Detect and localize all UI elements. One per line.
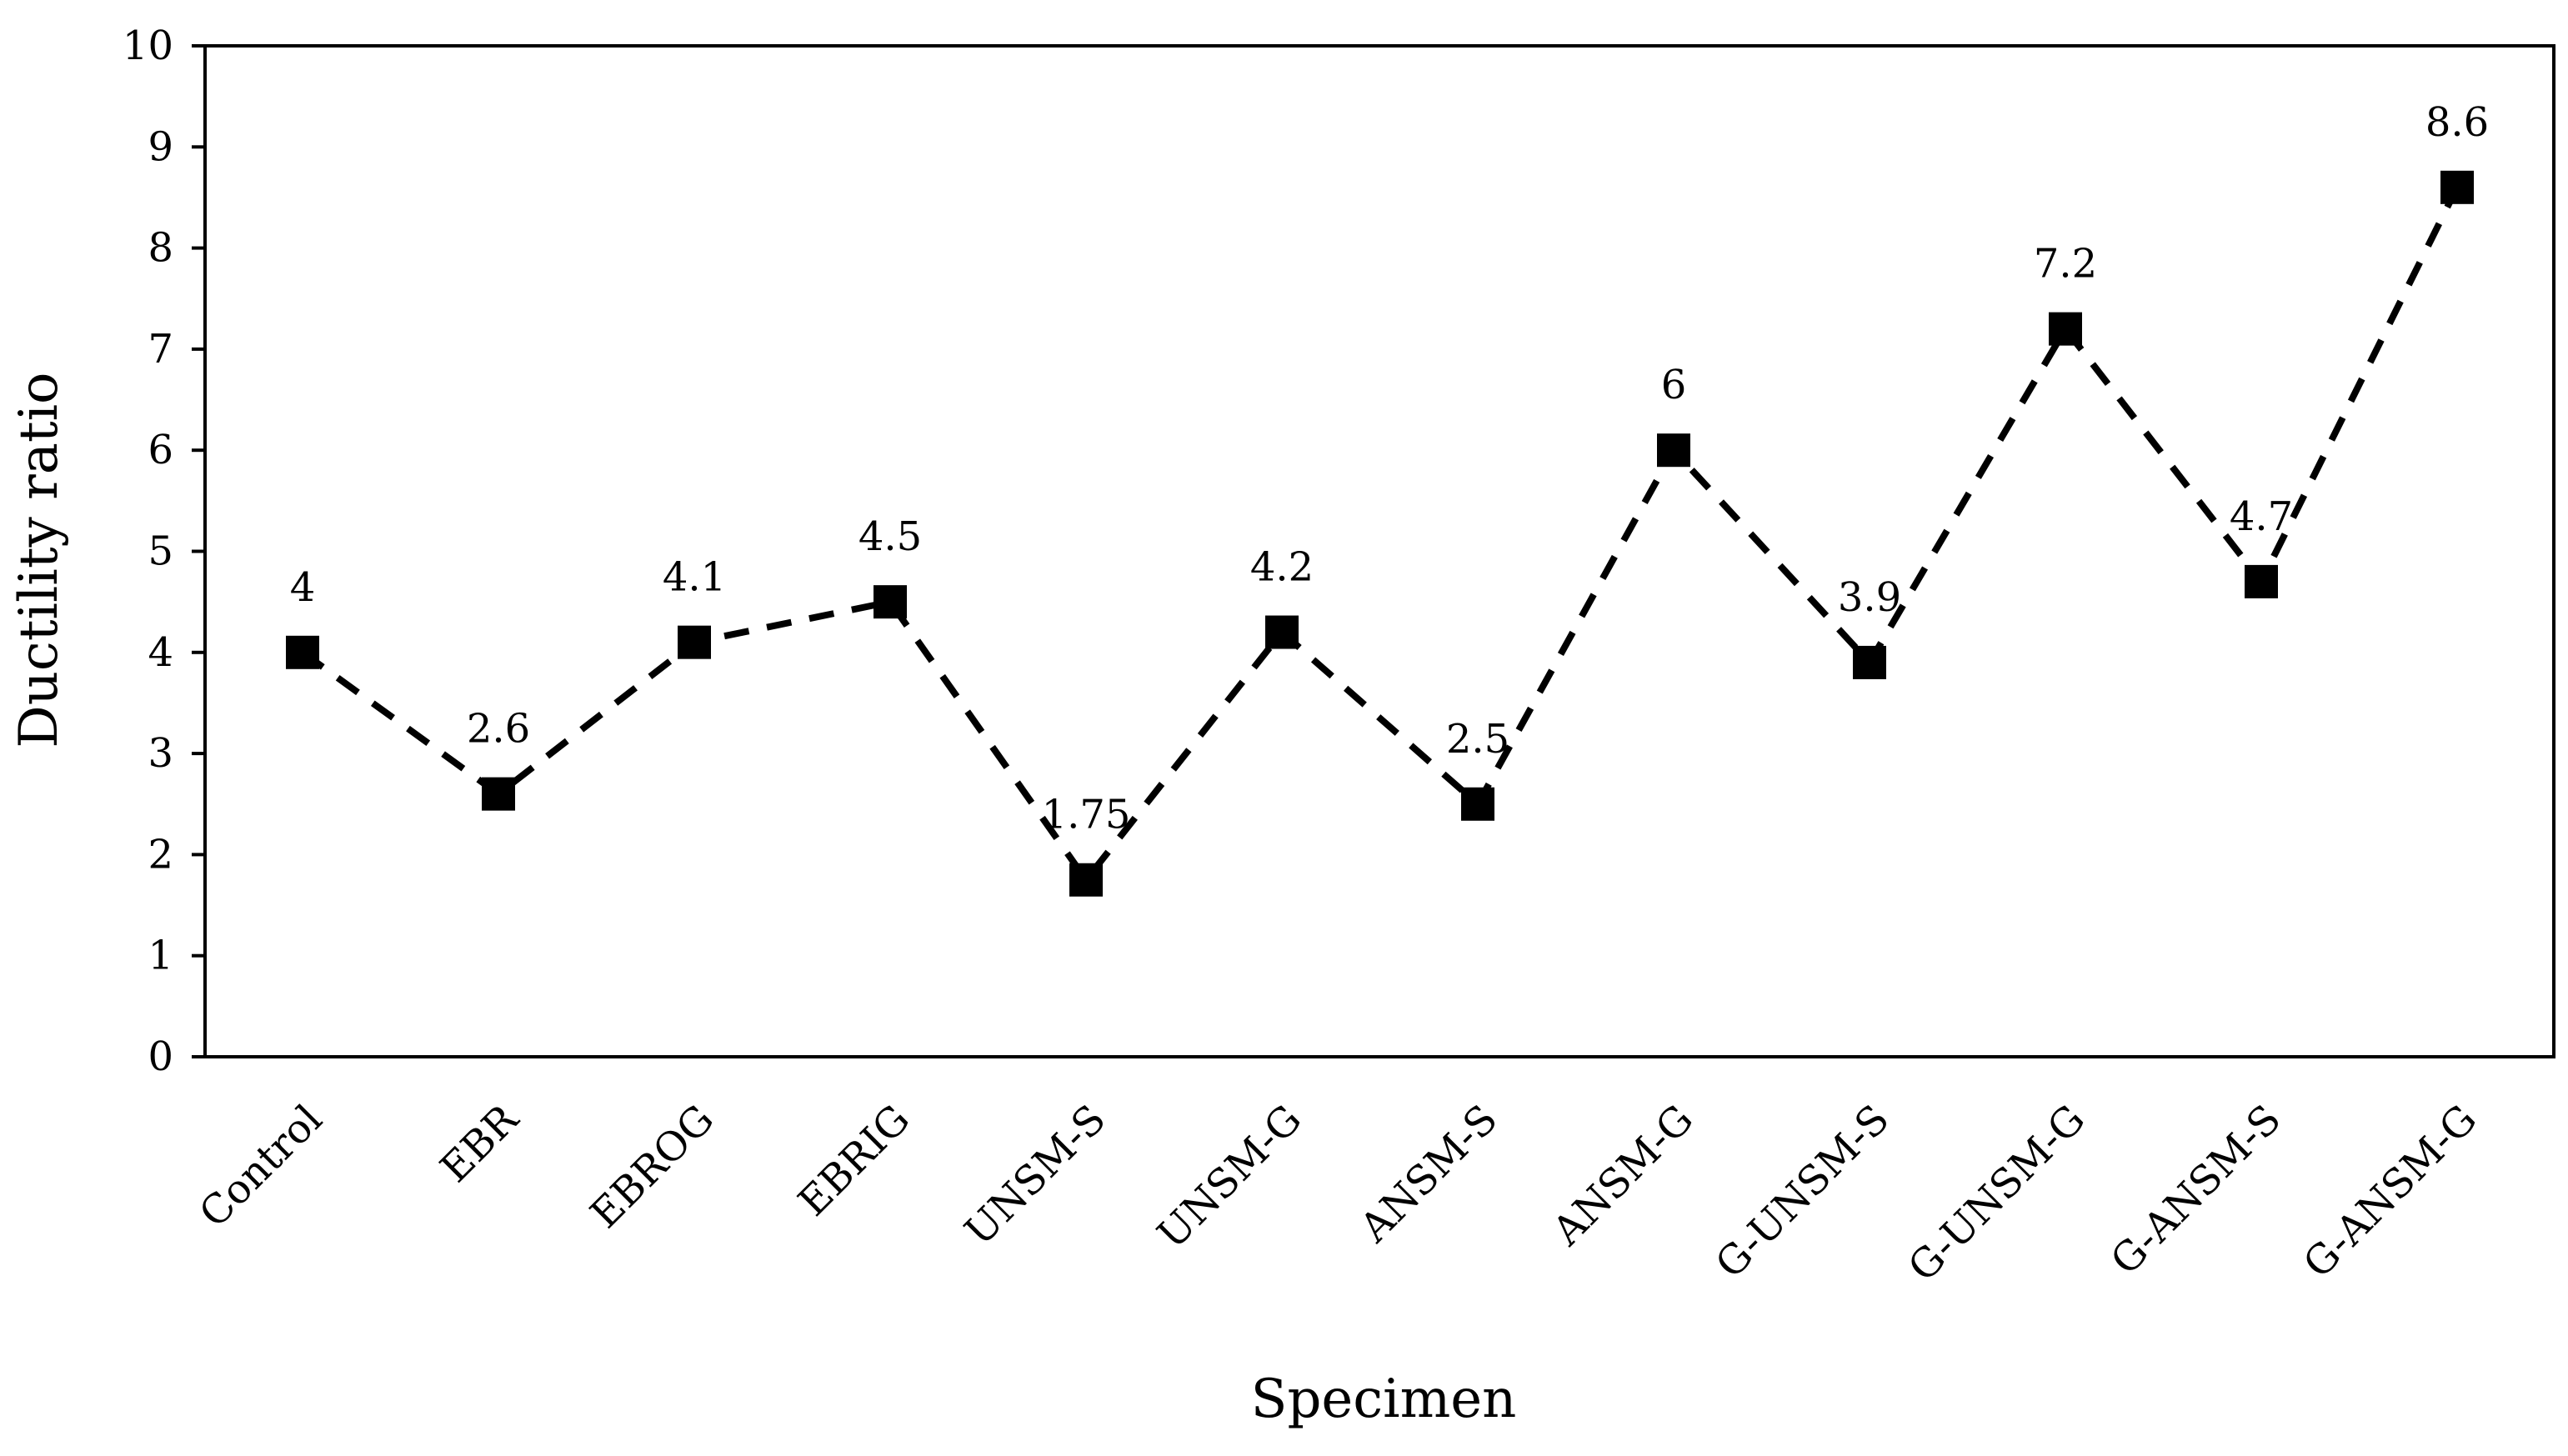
x-category-label: ANSM-S [1350, 1096, 1506, 1252]
y-tick-label: 10 [123, 23, 173, 69]
x-category-label: EBROG [582, 1096, 723, 1238]
data-point-marker [678, 625, 711, 659]
data-point-marker [1657, 433, 1690, 468]
x-category-label: UNSM-S [956, 1096, 1115, 1255]
x-category-label: Control [190, 1096, 331, 1237]
y-tick-label: 5 [148, 528, 173, 575]
y-tick-label: 9 [148, 123, 173, 170]
data-label: 4.5 [859, 513, 922, 560]
data-label: 7.2 [2034, 241, 2097, 288]
x-category-label: EBRIG [789, 1096, 919, 1225]
x-axis-title: Specimen [1251, 1368, 1517, 1430]
data-point-marker [1853, 645, 1886, 679]
data-label: 2.6 [467, 706, 530, 753]
x-category-label: UNSM-G [1149, 1096, 1310, 1258]
data-point-marker [874, 585, 907, 619]
data-label: 2.5 [1446, 716, 1509, 763]
y-tick-label: 0 [148, 1033, 173, 1080]
y-tick-label: 1 [148, 933, 173, 979]
data-label: 4.7 [2230, 493, 2293, 540]
data-label: 4.1 [663, 554, 726, 601]
data-point-marker [2049, 312, 2082, 346]
data-label: 6 [1661, 362, 1687, 408]
y-axis-title: Ductility ratio [8, 372, 70, 748]
plot-area-frame [203, 44, 2555, 1058]
y-tick-label: 3 [148, 730, 173, 777]
data-point-marker [1461, 787, 1494, 821]
data-point-marker [286, 635, 319, 669]
data-point-marker [1265, 615, 1299, 649]
y-tick-label: 8 [148, 225, 173, 272]
x-category-label: G-UNSM-S [1707, 1096, 1899, 1288]
data-point-marker [2440, 170, 2474, 204]
data-label: 8.6 [2425, 99, 2489, 146]
x-category-label: G-ANSM-S [2102, 1096, 2290, 1284]
x-category-label: G-UNSM-G [1900, 1096, 2095, 1291]
data-label: 3.9 [1838, 574, 1901, 621]
x-category-label: G-ANSM-G [2295, 1096, 2486, 1288]
data-label: 4 [290, 564, 316, 611]
data-label: 1.75 [1042, 792, 1131, 838]
y-tick-label: 4 [148, 629, 173, 676]
data-label: 4.2 [1250, 544, 1314, 591]
y-tick-label: 2 [148, 831, 173, 878]
data-point-marker [2245, 564, 2278, 598]
y-tick-label: 6 [148, 427, 173, 473]
x-category-label: ANSM-G [1543, 1096, 1702, 1255]
x-category-label: EBR [432, 1095, 528, 1192]
data-point-marker [1069, 863, 1103, 897]
y-tick-label: 7 [148, 326, 173, 373]
data-point-marker [482, 777, 515, 811]
series-line [300, 186, 2460, 883]
